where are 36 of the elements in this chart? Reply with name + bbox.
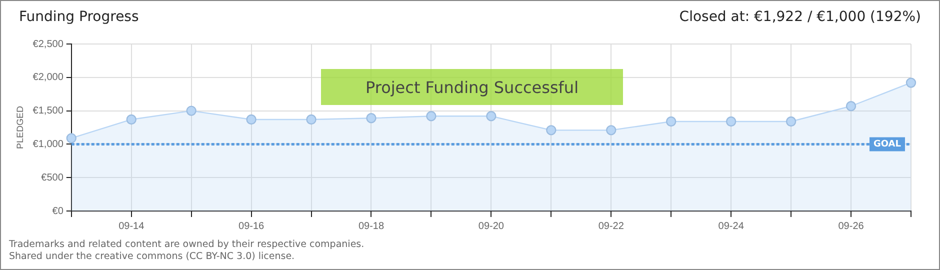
point — [126, 114, 136, 125]
point — [546, 125, 556, 136]
text: Shared under the creative commons (CC BY-NC 3.0) license. — [9, 251, 296, 263]
y-tick-label: €1,000 — [32, 138, 64, 150]
point — [846, 101, 856, 112]
x-tick-label: 09-20 — [478, 220, 504, 232]
point — [786, 116, 796, 127]
x-tick-label: 09-16 — [238, 220, 265, 232]
y-tick-label: €1,500 — [32, 106, 64, 117]
success-banner: Project Funding Successful — [321, 69, 623, 105]
point — [726, 116, 736, 127]
text: Trademarks and related content are owned by their respective companies. — [9, 239, 364, 251]
x-tick-label: 09-14 — [118, 220, 145, 232]
x-tick-label: 09-24 — [718, 220, 744, 232]
point — [366, 113, 376, 124]
point — [906, 78, 916, 88]
chart-title: Funding Progress — [19, 9, 139, 25]
y-tick-label: €0 — [52, 206, 64, 217]
point — [246, 114, 256, 125]
y-tick-label: €2,500 — [32, 38, 64, 50]
x-tick-label: 09-26 — [838, 220, 864, 232]
point — [426, 111, 436, 122]
chart-subtitle: Closed at: €1,922 / €1,000 (192%) — [679, 9, 921, 25]
point — [606, 125, 616, 136]
point — [666, 116, 676, 127]
point — [186, 106, 196, 116]
point — [66, 133, 76, 144]
point — [306, 114, 316, 125]
x-tick-label: 09-18 — [358, 220, 384, 232]
y-tick-label: €2,000 — [32, 72, 64, 84]
y-tick-label: €500 — [41, 172, 64, 184]
annotation: Project Funding Successful — [365, 78, 579, 96]
ref-line-label: GOAL — [874, 140, 902, 150]
y-axis-title: PLEDGED — [14, 105, 25, 150]
point — [486, 111, 496, 122]
x-tick-label: 09-22 — [598, 220, 624, 232]
